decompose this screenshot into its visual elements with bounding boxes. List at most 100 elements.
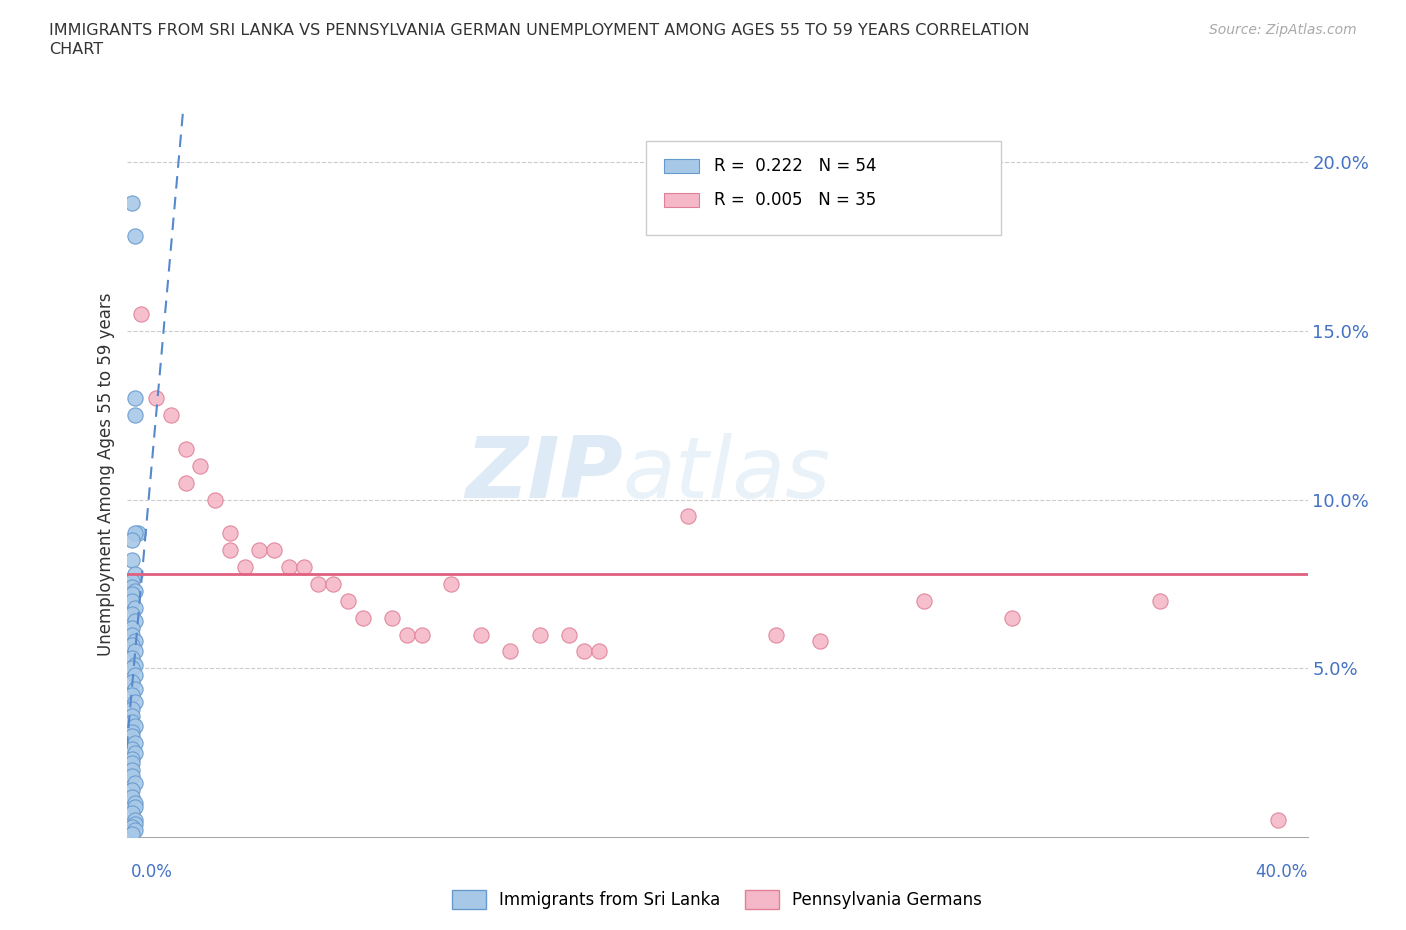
Point	[121, 769, 143, 784]
Point	[121, 580, 143, 595]
Point	[124, 681, 146, 696]
Text: 40.0%: 40.0%	[1256, 863, 1308, 882]
Point	[352, 610, 374, 625]
Point	[204, 492, 226, 507]
Point	[121, 651, 143, 666]
Point	[124, 823, 146, 838]
Point	[121, 826, 143, 841]
Point	[129, 307, 153, 322]
Point	[912, 593, 935, 608]
Point	[263, 543, 285, 558]
Point	[124, 658, 146, 672]
Point	[529, 627, 551, 642]
Point	[124, 695, 146, 710]
Point	[124, 408, 146, 423]
Point	[121, 806, 143, 821]
Point	[159, 408, 183, 423]
Point	[124, 745, 146, 760]
Point	[411, 627, 433, 642]
Point	[322, 577, 344, 591]
Point	[121, 607, 143, 622]
Point	[124, 735, 146, 750]
Point	[219, 525, 242, 540]
Point	[121, 593, 143, 608]
Point	[121, 195, 143, 210]
Point	[121, 620, 143, 635]
Point	[121, 728, 143, 743]
Point	[121, 752, 143, 767]
Point	[124, 796, 146, 811]
Point	[1267, 813, 1289, 828]
Point	[127, 525, 149, 540]
Point	[219, 543, 242, 558]
Point	[499, 644, 522, 658]
Point	[1001, 610, 1024, 625]
Point	[121, 573, 143, 588]
Text: atlas: atlas	[623, 432, 831, 516]
Point	[124, 634, 146, 649]
Text: CHART: CHART	[49, 42, 103, 57]
Point	[188, 458, 211, 473]
Point	[121, 701, 143, 716]
Point	[588, 644, 610, 658]
Point	[121, 674, 143, 689]
Legend: Immigrants from Sri Lanka, Pennsylvania Germans: Immigrants from Sri Lanka, Pennsylvania …	[446, 884, 988, 916]
Point	[292, 560, 315, 575]
Point	[574, 644, 596, 658]
Point	[233, 560, 256, 575]
Point	[121, 661, 143, 676]
Point	[121, 742, 143, 757]
Point	[124, 566, 146, 581]
Point	[124, 718, 146, 733]
Point	[124, 525, 146, 540]
Point	[121, 755, 143, 770]
Point	[307, 577, 329, 591]
Text: 0.0%: 0.0%	[131, 863, 173, 882]
Point	[124, 813, 146, 828]
Point	[558, 627, 581, 642]
Point	[470, 627, 492, 642]
Point	[121, 637, 143, 652]
Y-axis label: Unemployment Among Ages 55 to 59 years: Unemployment Among Ages 55 to 59 years	[97, 293, 115, 656]
Point	[121, 708, 143, 723]
Point	[396, 627, 419, 642]
Point	[1149, 593, 1171, 608]
Point	[765, 627, 787, 642]
Text: R =  0.222   N = 54: R = 0.222 N = 54	[713, 157, 876, 175]
Point	[121, 533, 143, 548]
Point	[124, 229, 146, 244]
Point	[124, 583, 146, 598]
Point	[278, 560, 301, 575]
Point	[121, 587, 143, 602]
Point	[124, 391, 146, 405]
Point	[121, 819, 143, 834]
Point	[174, 442, 197, 457]
Point	[124, 776, 146, 790]
Point	[121, 627, 143, 642]
Point	[121, 789, 143, 804]
Point	[124, 799, 146, 814]
Point	[124, 600, 146, 615]
Point	[124, 644, 146, 658]
Point	[121, 688, 143, 703]
Point	[145, 391, 167, 405]
FancyBboxPatch shape	[664, 159, 699, 173]
Point	[124, 668, 146, 683]
FancyBboxPatch shape	[647, 140, 1001, 235]
Point	[124, 614, 146, 629]
Point	[810, 634, 832, 649]
Point	[440, 577, 463, 591]
Text: IMMIGRANTS FROM SRI LANKA VS PENNSYLVANIA GERMAN UNEMPLOYMENT AMONG AGES 55 TO 5: IMMIGRANTS FROM SRI LANKA VS PENNSYLVANI…	[49, 23, 1029, 38]
Point	[174, 475, 197, 490]
FancyBboxPatch shape	[664, 193, 699, 207]
Point	[121, 782, 143, 797]
Point	[381, 610, 404, 625]
Point	[121, 553, 143, 568]
Point	[124, 816, 146, 830]
Point	[337, 593, 360, 608]
Text: ZIP: ZIP	[465, 432, 623, 516]
Point	[121, 762, 143, 777]
Point	[121, 715, 143, 730]
Text: R =  0.005   N = 35: R = 0.005 N = 35	[713, 191, 876, 209]
Text: Source: ZipAtlas.com: Source: ZipAtlas.com	[1209, 23, 1357, 37]
